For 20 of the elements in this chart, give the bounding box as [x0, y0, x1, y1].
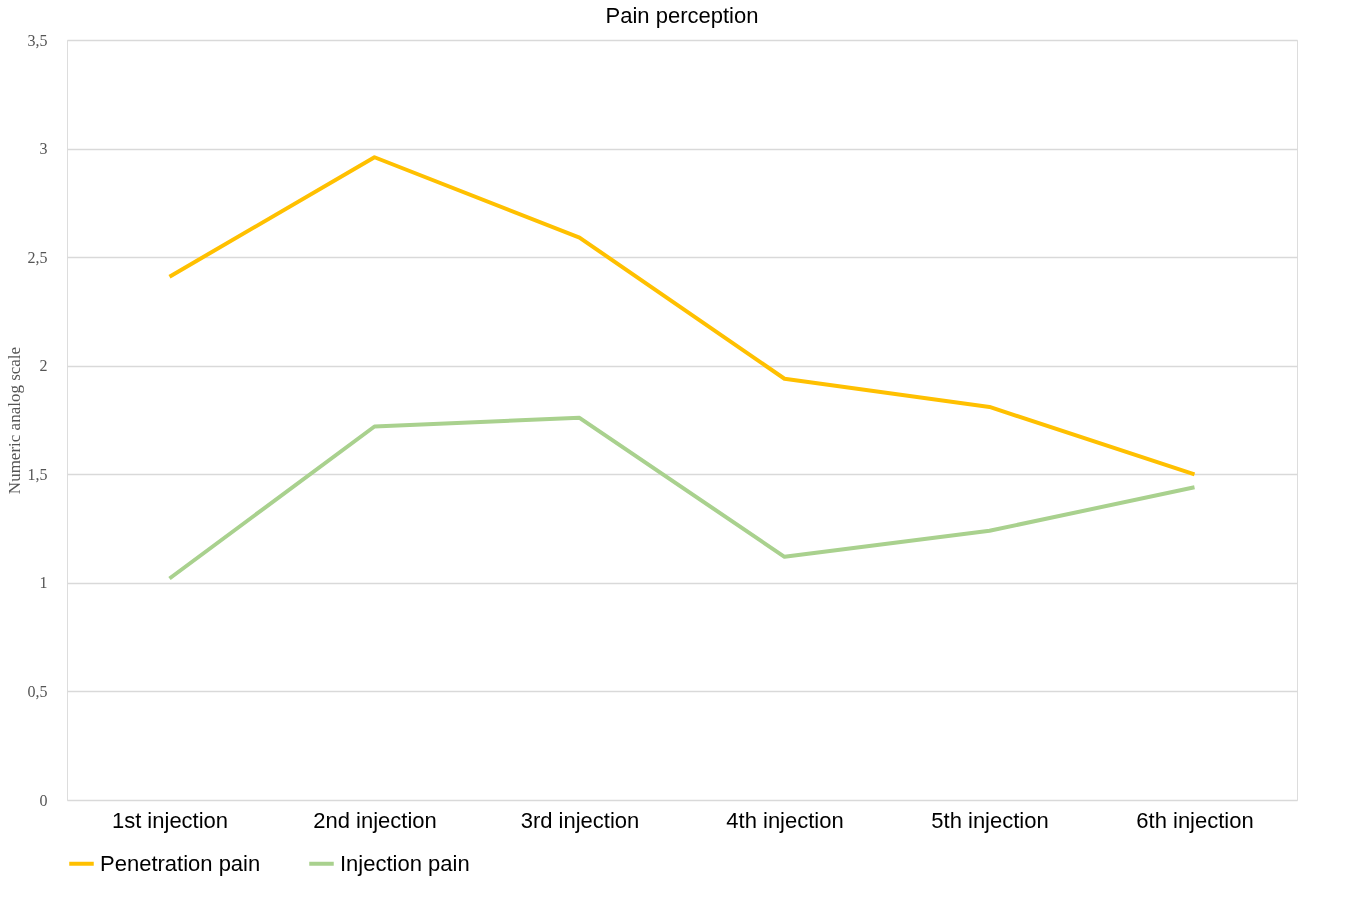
y-axis-title: Numeric analog scale — [4, 346, 24, 495]
y-tick-label: 3,5 — [27, 31, 48, 49]
y-tick-label: 1 — [39, 574, 48, 592]
line-series — [167, 155, 1197, 477]
x-tick-label: 1st injection — [111, 807, 229, 833]
x-tick-label: 4th injection — [726, 807, 844, 833]
chart-title: Pain perception — [605, 3, 759, 28]
y-tick-label: 0 — [39, 791, 48, 809]
line-series — [167, 415, 1197, 581]
y-tick-label: 1,5 — [27, 465, 48, 483]
y-tick-label: 0,5 — [27, 682, 48, 700]
y-tick-label: 3 — [39, 140, 48, 158]
x-tick-label: 2nd injection — [313, 807, 437, 833]
y-tick-label: 2 — [39, 357, 48, 375]
y-tick-label: 2,5 — [27, 248, 48, 266]
x-tick-label: 3rd injection — [520, 807, 640, 833]
legend-label: Injection pain — [340, 850, 470, 876]
legend-label: Penetration pain — [100, 850, 261, 876]
x-tick-label: 5th injection — [931, 807, 1049, 833]
x-tick-label: 6th injection — [1136, 807, 1254, 833]
